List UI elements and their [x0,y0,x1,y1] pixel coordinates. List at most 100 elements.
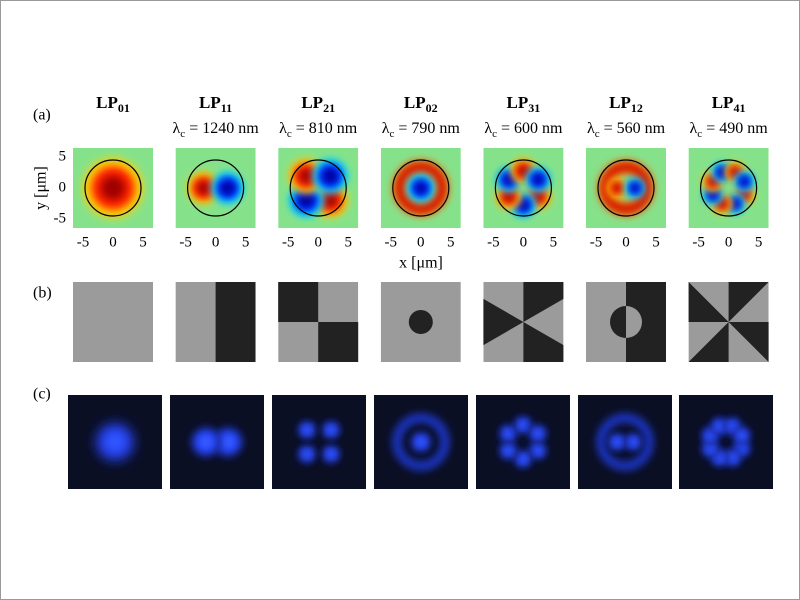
camera-image [272,395,366,489]
lambda-sub: c [492,128,497,140]
lambda: λ [279,120,287,137]
lobe [518,200,529,210]
lobe [518,166,529,176]
lobe [718,168,727,177]
x-tick-label: 0 [725,234,733,250]
lobe [101,176,125,200]
lobe [303,450,311,458]
lobe [631,184,639,192]
cutoff-value: = 600 nm [497,120,563,137]
mode-name: LP [712,93,734,112]
x-tick-label: 5 [344,234,352,250]
x-tick-label: -5 [487,234,500,250]
lambda-sub: c [595,128,600,140]
mask-sector [523,322,564,362]
field-map [483,148,564,228]
mode-title: LP41 [712,93,746,115]
x-tick-label: 0 [109,234,117,250]
mode-title: LP21 [301,93,335,115]
lobe [519,421,527,429]
mask-background [73,282,153,362]
core-boundary [289,159,347,217]
lobe [718,199,727,208]
y-tick-label: -5 [54,210,67,226]
panel-label: (b) [33,285,52,302]
lobe [519,455,527,463]
x-tick-label: 5 [755,234,763,250]
mode-name: LP [404,93,426,112]
mask-sector [318,322,359,362]
mode-index: 02 [426,101,438,115]
lobe [197,181,211,195]
lobe [729,454,737,462]
ring [396,164,445,212]
field-map [73,148,153,228]
core-boundary [187,159,245,217]
lobe [613,438,621,446]
mask-sector [688,282,729,322]
x-tick-label: 5 [139,234,147,250]
lobe [417,438,425,446]
lambda-sub: c [390,128,395,140]
cutoff-wavelength: λc = 490 nm [690,120,769,140]
field-map [175,148,256,228]
mode-title: LP31 [507,93,541,115]
mode-name: LP [609,93,631,112]
cutoff-value: = 1240 nm [185,120,259,137]
mask-semicircle [610,306,626,338]
x-tick-label: 5 [242,234,250,250]
mode-title: LP12 [609,93,643,115]
lobe [731,168,740,177]
field-map [380,148,461,228]
mode-name: LP [96,93,118,112]
x-tick-label: -5 [692,234,705,250]
lobe [708,190,717,199]
field-background [688,148,769,228]
lobe [107,434,123,450]
lambda-sub: c [180,128,185,140]
core-boundary [84,159,142,217]
lobe [629,438,637,446]
lobe [613,184,621,192]
mode-name: LP [199,93,221,112]
lobe [715,422,723,430]
lambda: λ [484,120,492,137]
mask-semicircle [626,306,642,338]
x-tick-label: 5 [550,234,558,250]
lobe [222,436,234,448]
cutoff-wavelength: λc = 560 nm [587,120,666,140]
core-boundary [392,159,450,217]
lobe [504,447,512,454]
field-map [278,148,359,228]
mode-name: LP [507,93,529,112]
lobe [504,430,512,437]
cutoff-wavelength: λc = 810 nm [279,120,358,140]
lobe [731,199,740,208]
lobe [706,445,714,453]
panel-label: (a) [33,107,51,124]
lobe [200,436,212,448]
mode-title: LP02 [404,93,438,115]
mode-title: LP01 [96,93,130,115]
lobe [534,447,542,454]
phase-mask [175,282,256,362]
mode-index: 41 [733,101,745,115]
lobe [533,174,544,185]
lobe [323,193,338,208]
core-boundary [597,159,655,217]
x-tick-label: -5 [179,234,192,250]
x-tick-label: 0 [314,234,322,250]
lambda-sub: c [287,128,292,140]
core-boundary [699,159,758,217]
panel-label: (c) [33,386,51,403]
mask-sector [483,298,524,346]
phase-mask [688,282,769,362]
cutoff-value: = 490 nm [702,120,768,137]
mode-name: LP [301,93,323,112]
lobe [706,431,714,439]
mask-disk [408,310,433,334]
x-axis-label: x [μm] [399,255,443,272]
lobe [533,191,544,202]
lobe [738,445,746,453]
